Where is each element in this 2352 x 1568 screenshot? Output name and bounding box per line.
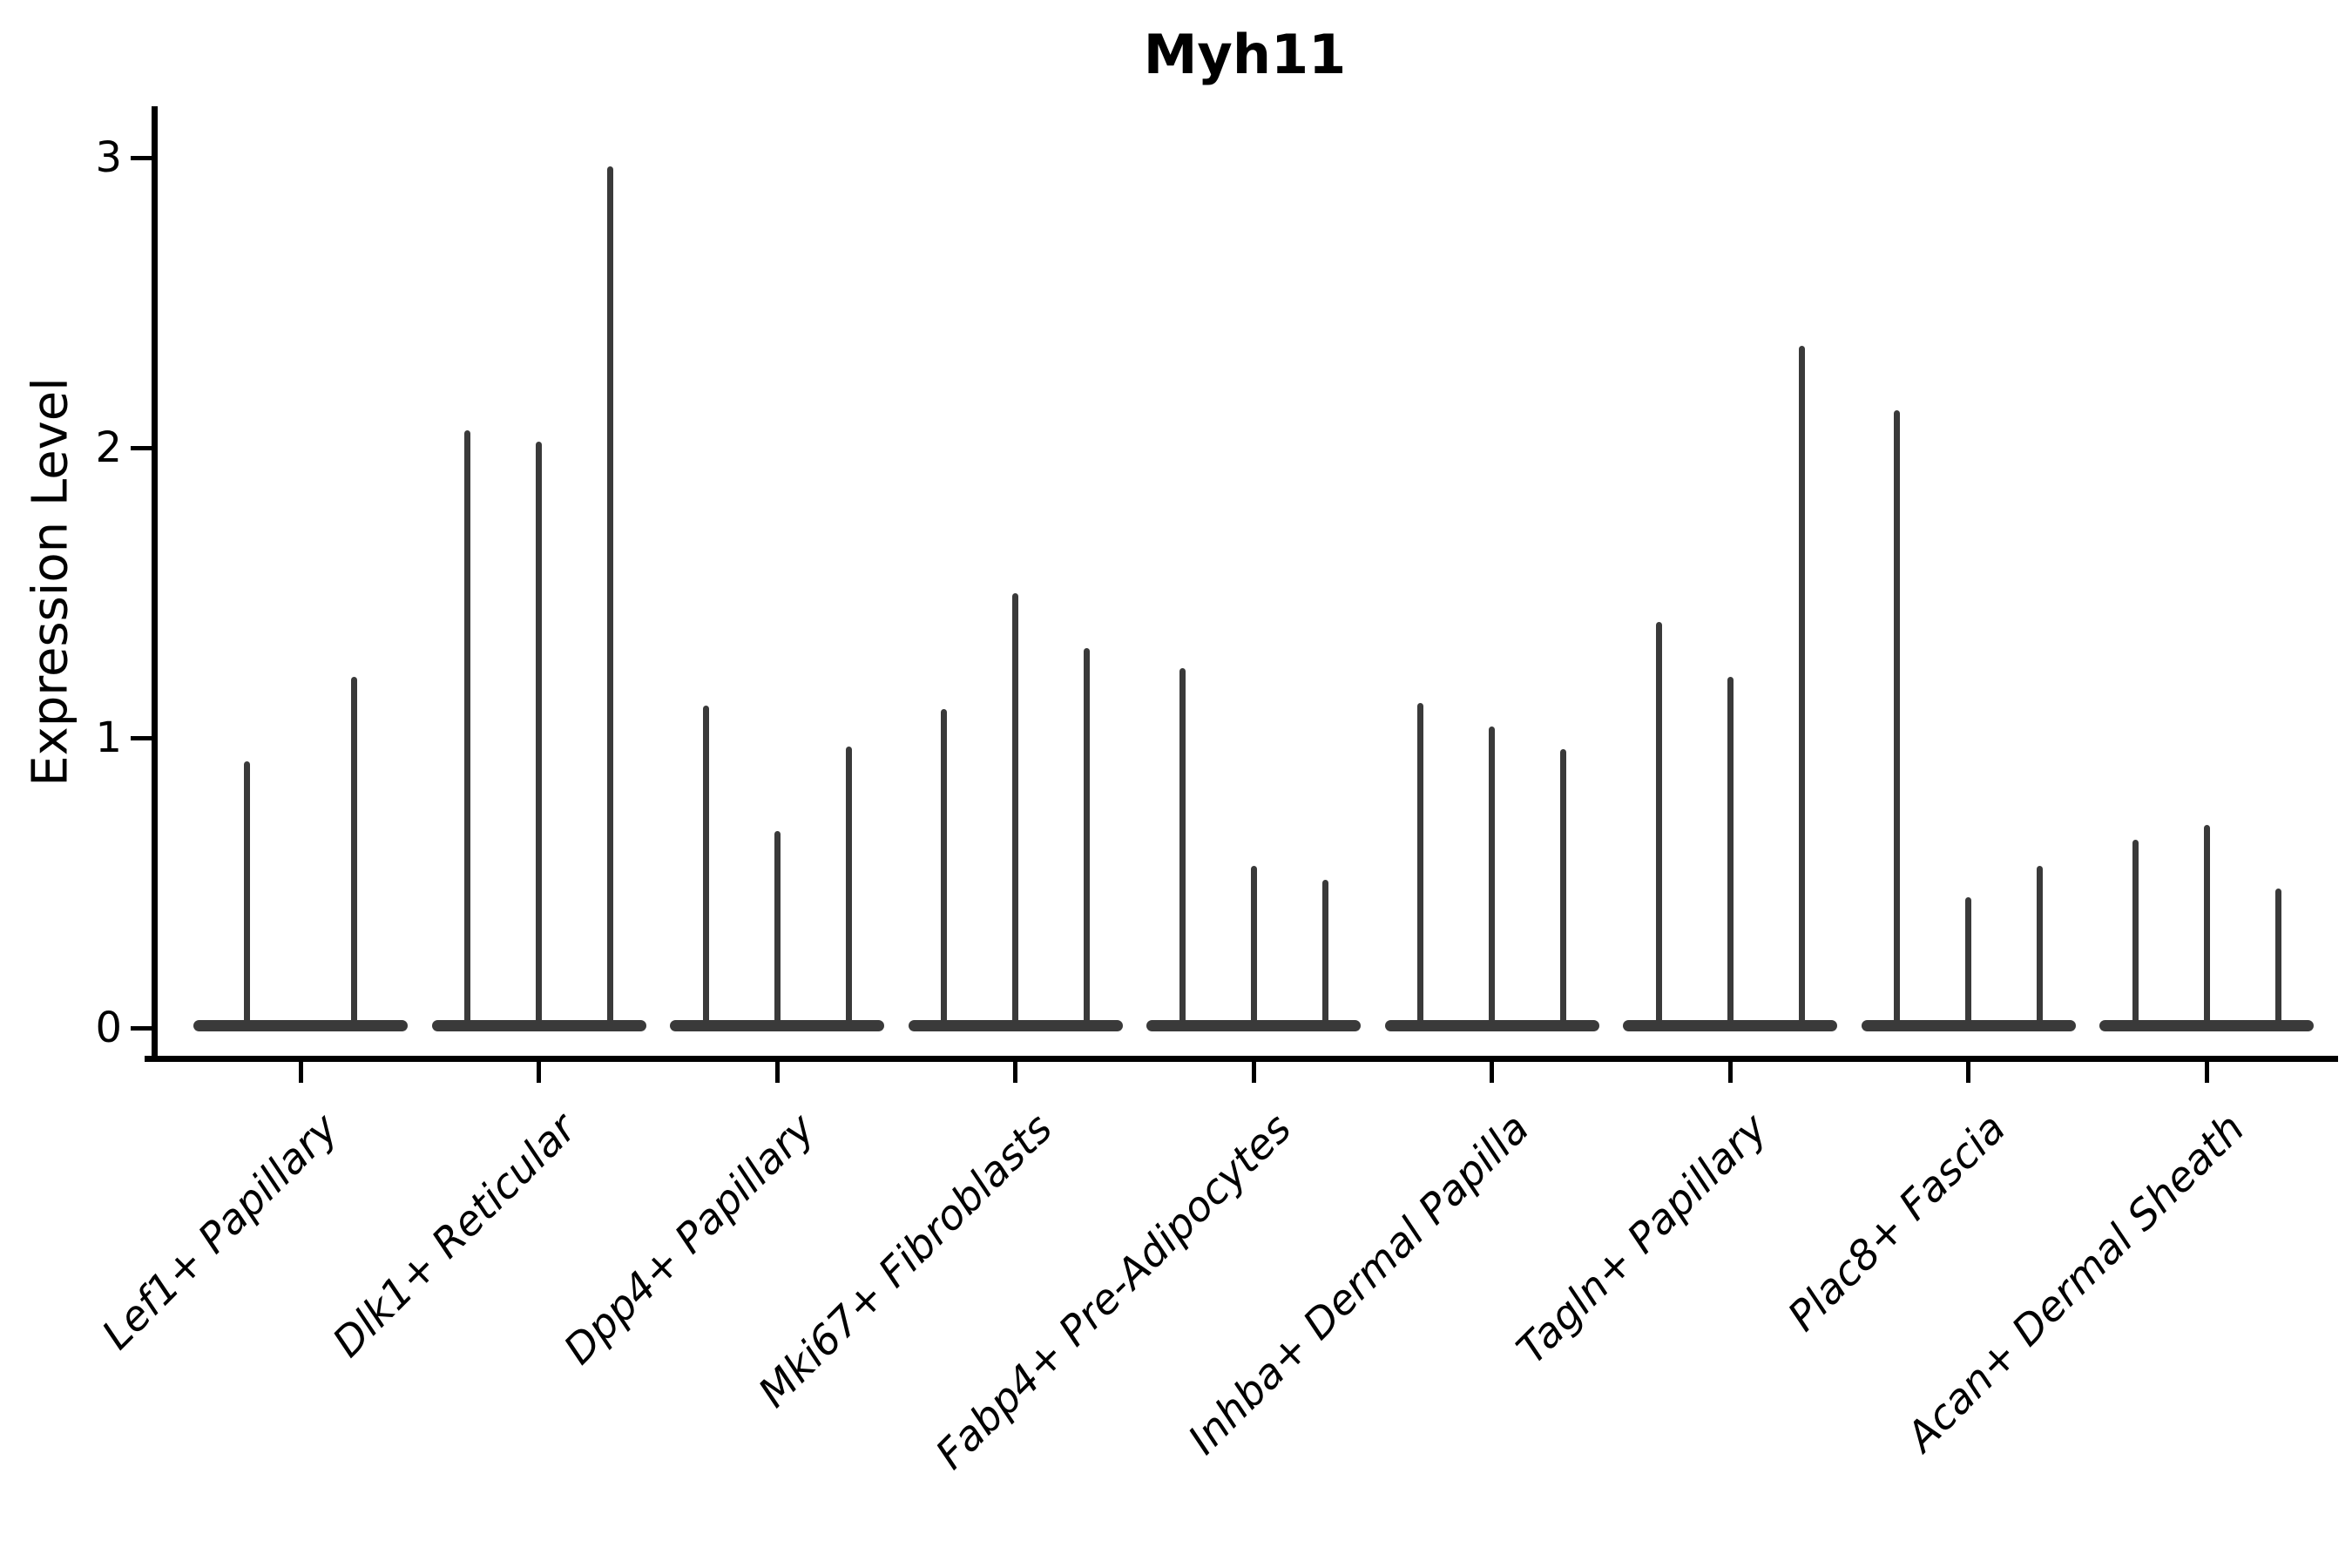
y-tick	[131, 155, 152, 160]
y-tick	[131, 445, 152, 450]
violin-base	[193, 1020, 408, 1031]
violin-spike	[1965, 897, 1971, 1026]
x-tick	[1490, 1062, 1494, 1083]
violin-spike	[1250, 865, 1257, 1026]
violin-spike	[702, 706, 709, 1026]
x-category-label: Plac8+ Fascia	[1779, 1105, 2016, 1342]
violin-spike	[464, 430, 470, 1026]
violin-spike	[536, 442, 542, 1026]
violin-spike	[845, 746, 852, 1026]
violin-spike	[351, 677, 357, 1026]
violin-spike	[1084, 647, 1090, 1026]
x-category-label: Lef1+ Papillary	[92, 1105, 348, 1360]
violin-spike	[1560, 749, 1566, 1026]
violin-spike	[2203, 824, 2210, 1026]
y-tick-label: 0	[95, 1004, 122, 1052]
x-tick	[1251, 1062, 1256, 1083]
violin-spike	[1655, 621, 1662, 1026]
violin-spike	[941, 708, 947, 1026]
violin-spike	[1894, 409, 1900, 1026]
x-tick	[537, 1062, 541, 1083]
violin-spike	[1417, 703, 1423, 1026]
violin-spike	[1798, 346, 1805, 1026]
violin-spike	[2274, 889, 2281, 1026]
violin-spike	[244, 760, 250, 1026]
y-tick	[131, 735, 152, 740]
violin-spike	[1489, 726, 1495, 1026]
x-tick	[298, 1062, 303, 1083]
y-tick-label: 1	[95, 713, 122, 762]
x-tick	[1013, 1062, 1017, 1083]
x-category-label: Dpp4+ Papillary	[554, 1105, 824, 1375]
x-axis-spine	[145, 1056, 2338, 1062]
violin-spike	[774, 830, 781, 1026]
y-tick-label: 2	[95, 423, 122, 472]
violin-spike	[2037, 865, 2043, 1026]
x-tick	[774, 1062, 780, 1083]
y-tick	[131, 1025, 152, 1031]
x-tick	[2204, 1062, 2209, 1083]
y-axis-spine	[152, 106, 158, 1062]
violin-spike	[1012, 592, 1018, 1026]
violin-spike	[2132, 839, 2139, 1026]
y-tick-label: 3	[95, 133, 122, 182]
x-tick	[1727, 1062, 1733, 1083]
violin-spike	[607, 166, 613, 1026]
violin-spike	[1727, 677, 1734, 1026]
violin-spike	[1179, 668, 1186, 1026]
chart-title: Myh11	[1143, 23, 1347, 86]
violin-spike	[1321, 880, 1328, 1026]
x-category-label: Tagln+ Papillary	[1508, 1105, 1777, 1374]
x-tick	[1966, 1062, 1970, 1083]
x-category-label: Dlk1+ Reticular	[323, 1105, 586, 1367]
